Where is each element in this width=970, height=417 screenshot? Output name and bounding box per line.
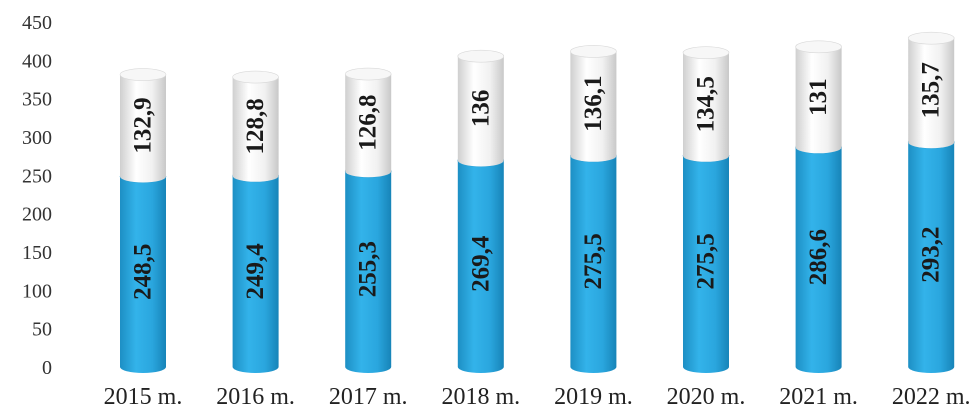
bar-segment-lower [457,160,504,373]
x-tick-label: 2017 m. [329,384,408,410]
bar-group: 286,6 131 [795,40,842,373]
bar-top-cap [682,46,730,59]
y-tick-label: 50 [32,319,52,341]
bar-segment-upper [570,51,617,162]
data-label: 293,2 [918,226,945,282]
bar-group: 275,5 136,1 [570,45,617,373]
bar-segment-upper [345,74,392,178]
y-tick-label: 450 [22,12,52,34]
y-tick-label: 150 [22,242,52,264]
data-label: 275,5 [693,233,720,289]
y-axis: 0 50 100 150 200 250 300 350 400 450 [22,12,52,379]
y-tick-label: 0 [42,357,52,379]
data-label: 136 [467,90,494,128]
bar-segment-upper [457,56,504,167]
bar-segment-upper [795,46,842,154]
bar-top-cap [457,49,505,63]
data-label: 249,4 [242,243,269,300]
x-tick-label: 2018 m. [441,384,520,410]
bar-segment-upper [120,74,166,183]
bar-segment-lower [120,176,166,373]
data-label: 128,8 [242,98,269,154]
bar-top-cap [344,67,392,81]
y-tick-label: 350 [22,89,52,111]
bars: 248,5 132,9 249,4 128,8 255,3 126,8 269,4 136 27… [119,31,955,373]
y-tick-label: 200 [22,204,52,226]
bar-segment-lower [683,155,729,373]
bar-top-cap [907,31,955,45]
x-tick-label: 2015 m. [104,384,183,410]
y-tick-label: 400 [22,50,52,72]
data-label: 275,5 [580,233,607,289]
bar-top-cap [795,40,842,54]
bar-segment-upper [683,52,729,162]
bar-group: 275,5 134,5 [682,46,730,373]
data-label: 248,5 [130,244,157,300]
x-axis: 2015 m. 2016 m. 2017 m. 2018 m. 2019 m. 2020 … [104,384,970,410]
bar-segment-lower [345,171,392,373]
data-label: 135,7 [918,62,945,118]
data-label: 126,8 [355,95,382,151]
bar-segment-upper [232,77,279,182]
data-label: 132,9 [130,97,157,153]
data-label: 286,6 [805,229,832,285]
bar-segment-lower [795,147,842,373]
data-label: 255,3 [355,241,382,297]
y-tick-label: 300 [22,127,52,149]
data-label: 136,1 [580,75,607,131]
bar-top-cap [570,45,617,58]
bar-segment-lower [908,142,955,373]
bar-group: 293,2 135,7 [907,31,955,373]
bar-segment-upper [908,38,955,149]
x-tick-label: 2022 m. [892,384,970,410]
bar-top-cap [232,70,279,84]
bar-segment-lower [232,175,279,373]
x-tick-label: 2019 m. [554,384,633,410]
bar-top-cap [119,68,167,81]
y-tick-label: 100 [22,280,52,302]
bar-segment-lower [570,155,617,373]
x-tick-label: 2021 m. [779,384,858,410]
data-label: 131 [805,78,832,116]
bar-group: 255,3 126,8 [344,67,392,373]
bar-group: 249,4 128,8 [232,70,279,373]
x-tick-label: 2016 m. [216,384,295,410]
x-tick-label: 2020 m. [667,384,746,410]
y-tick-label: 250 [22,165,52,187]
data-label: 269,4 [467,235,494,292]
data-label: 134,5 [693,76,720,132]
bar-group: 269,4 136 [457,49,505,373]
bar-group: 248,5 132,9 [119,68,167,373]
